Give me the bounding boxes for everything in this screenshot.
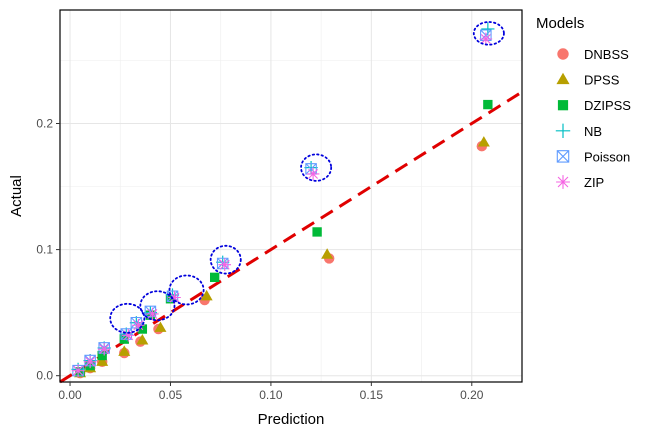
point-zip [132, 318, 145, 332]
point-zip [218, 258, 232, 272]
point-zip [83, 355, 97, 369]
reference-line-group [59, 90, 523, 384]
point-zip [121, 329, 135, 342]
legend-label-zip: ZIP [584, 175, 604, 190]
legend-label-dpss: DPSS [584, 73, 620, 88]
legend-label-poisson: Poisson [584, 149, 630, 164]
point-zip [71, 364, 85, 377]
x-axis: 0.00 0.05 0.10 0.15 0.20 [58, 382, 484, 402]
point-zip [168, 291, 181, 304]
x-axis-title: Prediction [258, 411, 325, 428]
plot-border [59, 9, 523, 383]
legend: Models DNBSS DPSS DZIPSS NB Poisson ZIP [536, 15, 631, 190]
x-tick-label: 0.20 [460, 388, 484, 402]
point-zip [306, 167, 320, 181]
points-group [71, 22, 495, 379]
legend-label-dzipss: DZIPSS [584, 98, 631, 113]
y-tick-label: 0.0 [36, 369, 53, 383]
reference-line [59, 90, 523, 384]
point-zip [146, 307, 159, 321]
highlight-ellipse [300, 153, 333, 182]
point-dpss [96, 355, 109, 366]
point-dzipss [483, 99, 493, 110]
point-dpss [477, 136, 490, 147]
grid [60, 10, 522, 382]
highlight-ellipse [472, 21, 505, 46]
highlight-ellipse [139, 290, 176, 322]
y-axis-title: Actual [8, 175, 25, 217]
point-dzipss [97, 350, 107, 361]
legend-title: Models [536, 15, 584, 32]
highlight-ellipse [209, 244, 242, 275]
point-dpss [200, 289, 213, 301]
y-axis: 0.0 0.1 0.2 [36, 116, 60, 383]
legend-key-dnbss [557, 48, 569, 60]
highlight-ellipse [168, 274, 205, 306]
y-tick-label: 0.2 [36, 116, 53, 130]
highlight-ellipse [109, 302, 146, 334]
legend-key-dpss [556, 72, 570, 85]
x-tick-label: 0.05 [159, 388, 183, 402]
x-tick-label: 0.15 [360, 388, 384, 402]
point-dpss [118, 345, 131, 356]
point-dpss [321, 248, 334, 259]
point-dpss [136, 334, 149, 345]
legend-key-nb [555, 123, 571, 138]
point-dpss [154, 321, 167, 332]
highlight-ellipses-group [109, 21, 505, 334]
point-zip [479, 32, 493, 46]
point-zip [97, 342, 111, 356]
legend-key-zip [556, 175, 570, 189]
x-tick-label: 0.10 [259, 388, 283, 402]
legend-label-dnbss: DNBSS [584, 47, 629, 62]
point-dzipss [209, 272, 220, 283]
legend-label-nb: NB [584, 124, 602, 139]
y-tick-label: 0.1 [36, 243, 53, 257]
plot-panel [60, 10, 522, 382]
legend-key-dzipss [557, 100, 569, 111]
point-dzipss [312, 227, 322, 237]
x-tick-label: 0.00 [58, 388, 82, 402]
legend-key-poisson [556, 150, 570, 163]
